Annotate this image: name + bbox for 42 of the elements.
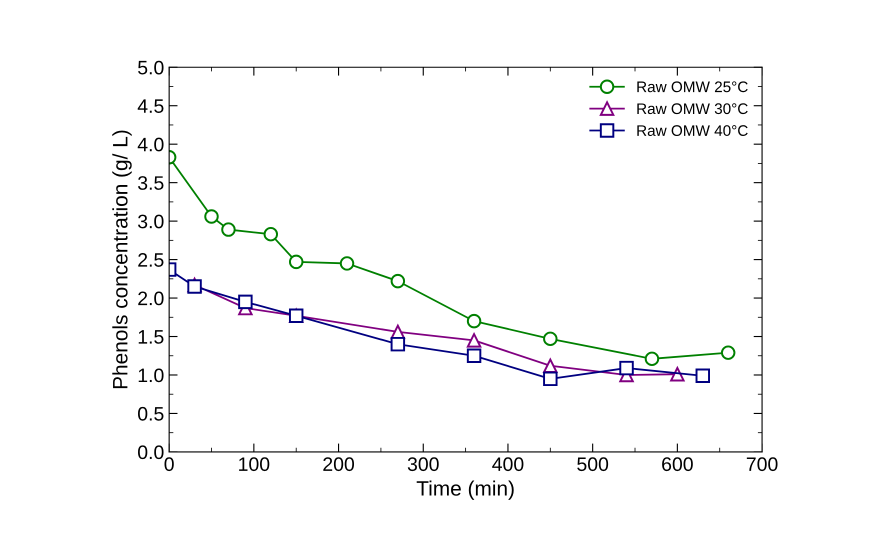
y-tick-label: 5.0 — [138, 60, 164, 74]
point — [466, 348, 482, 363]
x-tick-label: 600 — [662, 457, 693, 472]
y-axis-title: Phenols concentration (g/ L) — [112, 130, 132, 388]
point — [644, 352, 660, 366]
legend-label: Raw OMW 40°C — [637, 125, 748, 136]
point — [543, 332, 558, 346]
x-tick-label: 700 — [746, 457, 778, 472]
y-tick-label: 1.0 — [138, 368, 164, 382]
point — [340, 256, 354, 271]
x-tick-label: 300 — [408, 457, 439, 472]
y-tick-label: 3.0 — [138, 214, 164, 228]
point — [204, 209, 219, 224]
x-tick-label: 200 — [323, 457, 354, 472]
x-tick-label: 500 — [577, 457, 608, 472]
point — [288, 254, 304, 270]
point — [466, 314, 482, 328]
x-tick-label: 400 — [492, 457, 524, 472]
y-tick-label: 2.0 — [138, 292, 164, 306]
legend-label: Raw OMW 25°C — [637, 81, 748, 92]
point — [720, 345, 736, 360]
point — [390, 336, 406, 352]
y-tick-label: 0.5 — [138, 406, 164, 421]
x-axis-title: Time (min) — [416, 480, 514, 500]
point — [696, 368, 710, 383]
y-tick-label: 0.0 — [138, 445, 164, 460]
point — [543, 372, 558, 386]
y-tick-label: 1.5 — [138, 330, 164, 344]
point — [390, 274, 406, 288]
y-tick-label: 4.0 — [138, 138, 164, 152]
y-tick-label: 4.5 — [138, 99, 164, 113]
point — [221, 222, 236, 237]
point — [264, 226, 278, 242]
point — [187, 279, 202, 294]
point — [619, 360, 634, 376]
point — [466, 333, 482, 348]
legend-label: Raw OMW 30°C — [637, 103, 748, 114]
y-tick-label: 2.5 — [138, 253, 164, 267]
x-tick-label: 0 — [164, 457, 174, 472]
y-tick-label: 3.5 — [138, 176, 164, 190]
point — [238, 294, 253, 310]
x-tick-label: 100 — [239, 457, 270, 472]
